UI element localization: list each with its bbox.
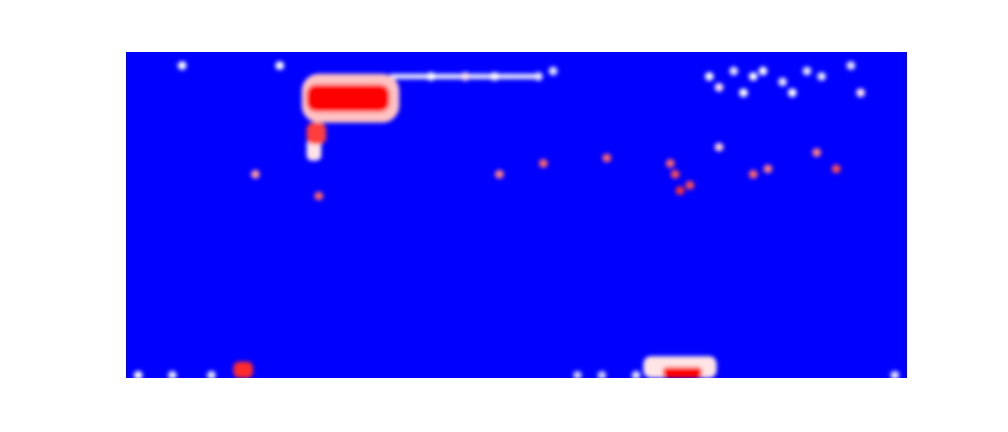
heatmap-speckle (729, 66, 739, 76)
heatmap-speckle (890, 370, 900, 378)
heatmap-speckle (787, 88, 797, 98)
heatmap-speckle (817, 72, 826, 81)
heatmap-speckle (685, 180, 695, 190)
heatmap-speckle (426, 72, 436, 81)
heatmap-speckle (675, 186, 685, 195)
heatmap-speckle (846, 61, 856, 70)
heatmap-speckle (490, 72, 499, 81)
heatmap-background (126, 52, 907, 378)
heatmap-speckle (778, 77, 787, 87)
heatmap-hotspot-bottom-left-hot (233, 361, 253, 378)
heatmap-speckle (856, 88, 866, 98)
heatmap-speckle (207, 370, 216, 378)
heatmap-speckle (802, 66, 812, 76)
heatmap-speckle (704, 72, 714, 81)
heatmap-speckle (631, 370, 641, 378)
heatmap-hotspot-bottom-center-hot-core (662, 367, 702, 378)
heatmap-speckle (167, 370, 177, 378)
heatmap-speckle (495, 169, 504, 179)
heatmap-speckle (597, 370, 607, 378)
heatmap-speckle (602, 153, 612, 163)
heatmap-speckle (573, 370, 582, 378)
heatmap-speckle (714, 142, 724, 152)
heatmap-speckle (538, 159, 548, 168)
heatmap-speckle (748, 169, 758, 179)
heatmap-marks (133, 61, 900, 378)
heatmap-speckle (548, 66, 558, 76)
heatmap-speckle (758, 66, 768, 76)
heatmap-speckle (670, 169, 680, 179)
heatmap-speckle (763, 164, 773, 174)
heatmap-speckle (665, 159, 675, 168)
heatmap-hotspot-large-blob-core (306, 84, 390, 112)
heatmap-speckle (534, 72, 543, 81)
heatmap-speckle (812, 148, 822, 157)
heatmap-speckle (275, 61, 285, 70)
heatmap-speckle (133, 370, 143, 378)
heatmap-speckle (831, 164, 841, 174)
heatmap-speckle (739, 88, 748, 98)
heatmap-speckle (460, 72, 470, 81)
heatmap-speckle (314, 191, 324, 201)
heatmap-speckle (748, 72, 758, 81)
heatmap-hotspot-large-blob-tail-upper (306, 122, 327, 145)
heatmap-speckle (250, 169, 260, 179)
heatmap-speckle (177, 61, 187, 70)
heatmap-speckle (714, 82, 724, 92)
